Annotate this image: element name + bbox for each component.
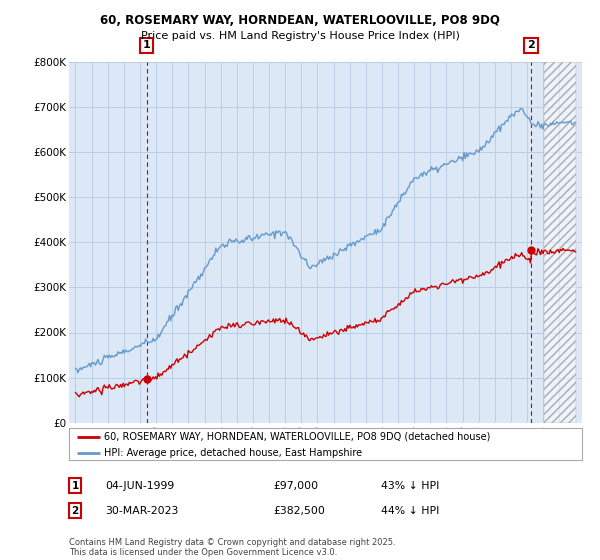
Text: HPI: Average price, detached house, East Hampshire: HPI: Average price, detached house, East… xyxy=(104,448,362,458)
Text: 2: 2 xyxy=(527,40,535,50)
Text: 30-MAR-2023: 30-MAR-2023 xyxy=(105,506,178,516)
Text: 04-JUN-1999: 04-JUN-1999 xyxy=(105,480,174,491)
Text: Contains HM Land Registry data © Crown copyright and database right 2025.
This d: Contains HM Land Registry data © Crown c… xyxy=(69,538,395,557)
Text: Price paid vs. HM Land Registry's House Price Index (HPI): Price paid vs. HM Land Registry's House … xyxy=(140,31,460,41)
Text: 2: 2 xyxy=(71,506,79,516)
Text: £97,000: £97,000 xyxy=(273,480,318,491)
Text: 1: 1 xyxy=(143,40,151,50)
Text: £382,500: £382,500 xyxy=(273,506,325,516)
Text: 1: 1 xyxy=(71,480,79,491)
Text: 43% ↓ HPI: 43% ↓ HPI xyxy=(381,480,439,491)
Text: 60, ROSEMARY WAY, HORNDEAN, WATERLOOVILLE, PO8 9DQ: 60, ROSEMARY WAY, HORNDEAN, WATERLOOVILL… xyxy=(100,14,500,27)
Text: 60, ROSEMARY WAY, HORNDEAN, WATERLOOVILLE, PO8 9DQ (detached house): 60, ROSEMARY WAY, HORNDEAN, WATERLOOVILL… xyxy=(104,432,490,442)
Text: 44% ↓ HPI: 44% ↓ HPI xyxy=(381,506,439,516)
